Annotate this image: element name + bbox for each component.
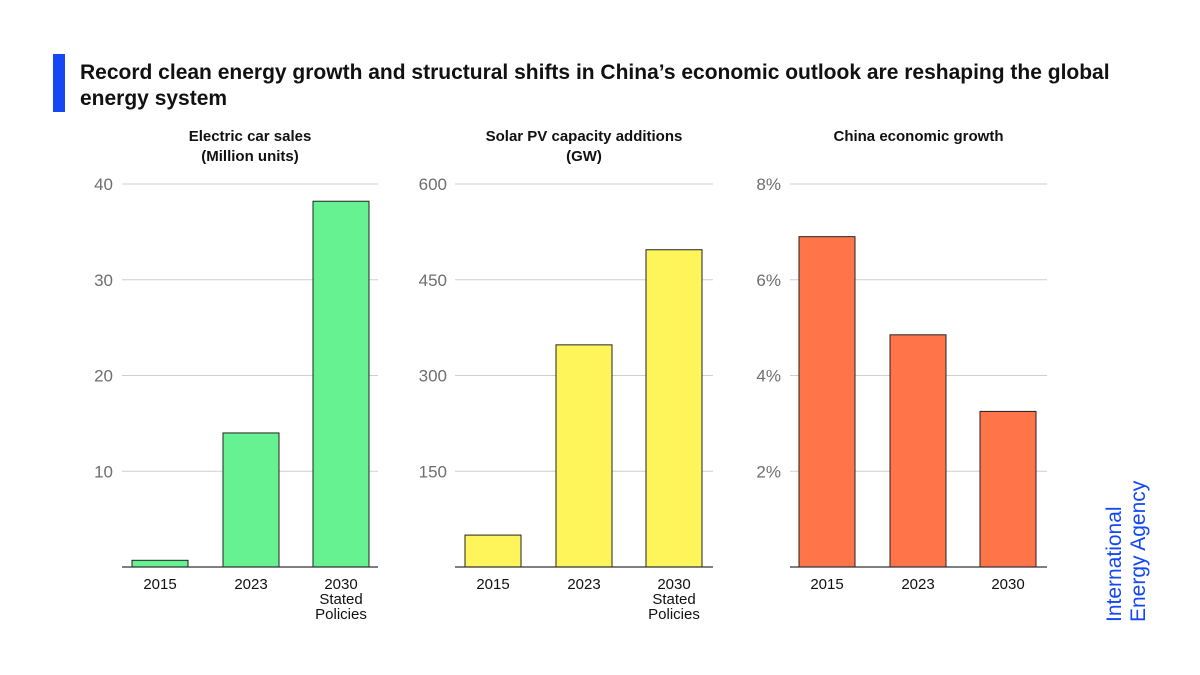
bar-2030 [979, 410, 1037, 568]
bar-2015 [798, 236, 856, 568]
chart-title-line: China economic growth [833, 128, 1003, 145]
bar-2023 [222, 432, 280, 568]
x-category-label-line: 2023 [567, 576, 600, 593]
chart-title: Solar PV capacity additions (GW) [486, 128, 683, 165]
x-category-label: 2015 [476, 576, 509, 593]
x-category-label: 2030 [991, 576, 1024, 593]
bar-2030 [645, 249, 703, 568]
chart-title-line: Solar PV capacity additions [486, 128, 683, 145]
x-category-label-line: 2030 [657, 576, 690, 593]
y-tick-label: 150 [419, 462, 447, 481]
x-category-label-line: 2030 [324, 576, 357, 593]
y-tick-label: 6% [756, 271, 781, 290]
chart-title-line: Electric car sales [189, 128, 312, 145]
x-category-label: 2023 [901, 576, 934, 593]
y-tick-label: 600 [419, 175, 447, 194]
x-category-label-line: 2015 [143, 576, 176, 593]
iea-logo: International Energy Agency [1103, 481, 1151, 622]
x-category-label-line: Policies [648, 606, 700, 623]
chart-title-line: (GW) [566, 148, 602, 165]
x-category-label: 2030 Stated Policies [648, 576, 700, 623]
y-tick-label: 4% [756, 367, 781, 386]
x-category-label-line: 2015 [476, 576, 509, 593]
x-category-label: 2023 [234, 576, 267, 593]
x-category-label-line: 2023 [901, 576, 934, 593]
x-category-label: 2023 [567, 576, 600, 593]
x-category-label-line: 2030 [991, 576, 1024, 593]
chart-3: China economic growth 2% 4% 6% 8% 2015 2023 203… [756, 128, 1047, 593]
y-tick-label: 30 [94, 271, 113, 290]
bar-2023 [889, 334, 947, 568]
bar-2015 [464, 534, 522, 568]
y-tick-label: 300 [419, 367, 447, 386]
page-title: Record clean energy growth and structura… [80, 61, 1110, 110]
chart-title: China economic growth [833, 128, 1003, 145]
logo-line-2: Energy Agency [1127, 480, 1150, 622]
y-tick-label: 8% [756, 175, 781, 194]
x-category-label-line: Stated [652, 591, 695, 608]
x-category-label: 2030 Stated Policies [315, 576, 367, 623]
logo-line-1: International [1103, 506, 1126, 622]
x-category-label: 2015 [810, 576, 843, 593]
y-tick-label: 450 [419, 271, 447, 290]
bar-2023 [555, 344, 613, 568]
chart-1: Electric car sales (Million units)1020304… [94, 128, 378, 623]
y-tick-label: 10 [94, 462, 113, 481]
title-accent-bar [53, 54, 65, 112]
x-category-label: 2015 [143, 576, 176, 593]
x-category-label-line: 2023 [234, 576, 267, 593]
chart-title-line: (Million units) [201, 148, 298, 165]
x-category-label-line: Stated [319, 591, 362, 608]
chart-title: Electric car sales (Million units) [189, 128, 312, 165]
chart-2: Solar PV capacity additions (GW) 150 300 450… [419, 128, 713, 623]
bar-2030 [312, 200, 370, 568]
y-tick-label: 2% [756, 462, 781, 481]
x-category-label-line: Policies [315, 606, 367, 623]
y-tick-label: 20 [94, 367, 113, 386]
x-category-label-line: 2015 [810, 576, 843, 593]
bar-2015 [131, 559, 189, 568]
y-tick-label: 40 [94, 175, 113, 194]
